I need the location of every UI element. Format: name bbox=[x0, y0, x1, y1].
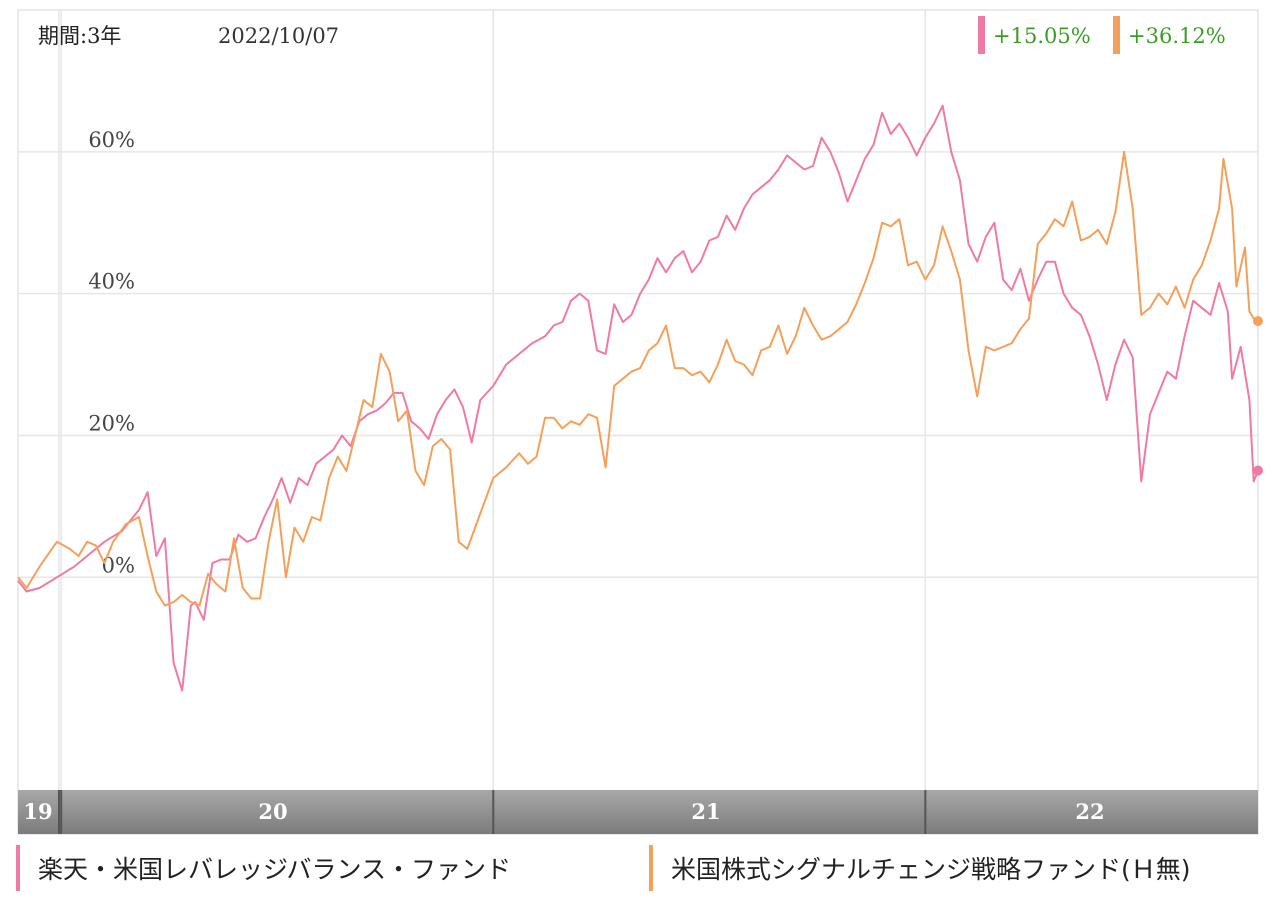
y-tick-label: 40% bbox=[88, 270, 135, 294]
legend-label-series-2: 米国株式シグナルチェンジ戦略ファンド(Ｈ無) bbox=[671, 855, 1191, 884]
y-tick-label: 20% bbox=[88, 411, 135, 435]
legend-swatch-series-2 bbox=[649, 845, 653, 891]
y-axis-tick-labels: 0%20%40%60% bbox=[88, 128, 135, 577]
series-line-2 bbox=[17, 150, 1259, 607]
legend-label-series-1: 楽天・米国レバレッジバランス・ファンド bbox=[38, 855, 512, 884]
series-end-marker-2 bbox=[1253, 316, 1263, 327]
chart-header: 期間:3年 2022/10/07 +15.05% +36.12% bbox=[38, 16, 1226, 54]
plot-frame bbox=[17, 9, 1259, 835]
x-axis-band: 19 20 21 22 bbox=[18, 790, 1258, 834]
return-label-series-1: +15.05% bbox=[993, 24, 1091, 48]
series-line-1 bbox=[17, 104, 1259, 692]
legend-item-series-1: 楽天・米国レバレッジバランス・ファンド bbox=[16, 842, 511, 894]
series-layer bbox=[17, 104, 1263, 692]
legend-item-series-2: 米国株式シグナルチェンジ戦略ファンド(Ｈ無) bbox=[649, 842, 1191, 894]
return-swatch-series-2 bbox=[1113, 16, 1120, 54]
series-end-marker-1 bbox=[1253, 465, 1263, 476]
x-tick-label: 19 bbox=[23, 799, 52, 824]
x-tick-label: 20 bbox=[258, 799, 287, 824]
x-tick-label: 22 bbox=[1075, 799, 1104, 824]
legend-swatch-series-1 bbox=[16, 845, 20, 891]
period-label: 期間:3年 bbox=[38, 24, 121, 48]
return-label-series-2: +36.12% bbox=[1128, 24, 1226, 48]
grid-layer bbox=[18, 10, 1258, 790]
date-label: 2022/10/07 bbox=[218, 24, 339, 48]
x-tick-label: 21 bbox=[691, 799, 720, 824]
y-tick-label: 60% bbox=[88, 128, 135, 152]
x-axis-band-background bbox=[18, 790, 1258, 834]
return-swatch-series-1 bbox=[978, 16, 985, 54]
